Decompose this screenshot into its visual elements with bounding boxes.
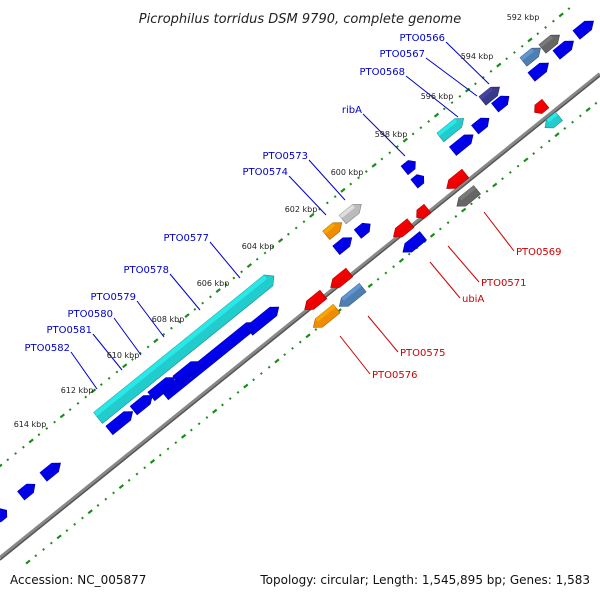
gene-label-pto0578: PTO0578 bbox=[124, 265, 169, 276]
leader-riba bbox=[362, 113, 406, 157]
gene-features bbox=[0, 20, 594, 523]
scale-label-612-kbp: 612 kbp bbox=[61, 386, 94, 395]
scale-line-outer bbox=[25, 101, 598, 565]
gene-labels: PTO0566 PTO0567 PTO0568 ribA PTO0573 PTO0574 P… bbox=[25, 33, 562, 381]
scale-label-610-kbp: 610 kbp bbox=[107, 351, 140, 360]
gene-label-pto0576: PTO0576 bbox=[372, 370, 417, 381]
gene-label-pto0580: PTO0580 bbox=[68, 309, 113, 320]
leader-pto0577 bbox=[209, 241, 241, 279]
gene-arrow-33 bbox=[330, 267, 354, 288]
gene-label-riba: ribA bbox=[342, 105, 362, 116]
gene-arrow-27 bbox=[544, 111, 563, 129]
gene-label-pto0582: PTO0582 bbox=[25, 343, 70, 354]
scale-label-592-kbp: 592 kbp bbox=[507, 13, 540, 22]
gene-arrow-10 bbox=[400, 160, 416, 176]
leader-pto0569 bbox=[483, 211, 515, 252]
scale-dotted-lines bbox=[0, 7, 598, 565]
gene-label-pto0569: PTO0569 bbox=[516, 247, 561, 258]
gene-arrow-5 bbox=[478, 86, 500, 106]
scale-label-614-kbp: 614 kbp bbox=[14, 420, 47, 429]
gene-arrow-4 bbox=[527, 62, 549, 82]
leader-pto0574 bbox=[288, 175, 327, 216]
leader-pto0567 bbox=[425, 57, 478, 97]
gene-arrow-3 bbox=[552, 40, 574, 60]
gene-label-pto0581: PTO0581 bbox=[47, 325, 92, 336]
gene-arrow-21 bbox=[129, 395, 153, 416]
gene-arrow-13 bbox=[322, 222, 343, 240]
gene-arrow-8 bbox=[436, 118, 465, 143]
gene-arrow-16 bbox=[93, 274, 275, 424]
gene-arrow-9 bbox=[449, 134, 474, 156]
gene-label-pto0567: PTO0567 bbox=[380, 49, 425, 60]
gene-arrow-32 bbox=[402, 231, 427, 253]
gene-label-pto0575: PTO0575 bbox=[400, 348, 445, 359]
gene-label-pto0571: PTO0571 bbox=[481, 278, 526, 289]
leader-pto0576 bbox=[339, 335, 371, 375]
leader-pto0568 bbox=[405, 75, 459, 118]
leader-pto0575 bbox=[367, 315, 399, 353]
scale-labels: 592 kbp 594 kbp 596 kbp 598 kbp 600 kbp 602 k… bbox=[14, 13, 540, 429]
leader-pto0579 bbox=[136, 300, 165, 338]
gene-arrow-7 bbox=[471, 117, 490, 135]
genome-summary-text: Topology: circular; Length: 1,545,895 bp… bbox=[260, 573, 590, 587]
gene-arrow-12 bbox=[338, 204, 362, 225]
gene-arrow-11 bbox=[410, 174, 425, 189]
leader-pto0581 bbox=[92, 333, 123, 371]
scale-label-594-kbp: 594 kbp bbox=[461, 52, 494, 61]
gene-arrow-23 bbox=[39, 462, 61, 482]
gene-arrow-22 bbox=[105, 411, 134, 436]
scale-label-602-kbp: 602 kbp bbox=[285, 205, 318, 214]
scale-label-596-kbp: 596 kbp bbox=[421, 92, 454, 101]
gene-label-pto0574: PTO0574 bbox=[243, 167, 288, 178]
gene-arrow-29 bbox=[456, 185, 481, 207]
scale-line-inner bbox=[0, 7, 571, 468]
gene-label-pto0577: PTO0577 bbox=[164, 233, 209, 244]
gene-arrow-31 bbox=[393, 218, 415, 238]
gene-arrow-34 bbox=[304, 289, 328, 310]
scale-label-608-kbp: 608 kbp bbox=[152, 315, 185, 324]
gene-label-pto0573: PTO0573 bbox=[263, 151, 308, 162]
gene-label-pto0579: PTO0579 bbox=[91, 292, 136, 303]
gene-arrow-26 bbox=[534, 98, 550, 114]
gene-arrow-30 bbox=[416, 203, 432, 219]
gene-arrow-6 bbox=[491, 95, 510, 113]
gene-arrow-1 bbox=[538, 34, 560, 54]
leader-pto0580 bbox=[113, 317, 142, 356]
map-title: Picrophilus torridus DSM 9790, complete … bbox=[139, 12, 461, 27]
gene-arrow-36 bbox=[312, 303, 341, 328]
leader-pto0566 bbox=[445, 41, 490, 85]
gene-arrow-2 bbox=[519, 47, 541, 67]
gene-arrow-0 bbox=[572, 20, 594, 40]
leader-pto0582 bbox=[70, 351, 98, 390]
leader-pto0578 bbox=[169, 273, 201, 311]
gene-arrow-35 bbox=[338, 282, 367, 307]
accession-text: Accession: NC_005877 bbox=[10, 573, 147, 587]
gene-arrow-25 bbox=[0, 508, 8, 523]
genome-backbone bbox=[0, 72, 600, 561]
leader-pto0573 bbox=[308, 159, 346, 201]
scale-label-606-kbp: 606 kbp bbox=[197, 279, 230, 288]
scale-label-598-kbp: 598 kbp bbox=[375, 130, 408, 139]
gene-arrow-14 bbox=[353, 222, 371, 239]
gene-label-ubia: ubiA bbox=[462, 294, 484, 305]
leader-pto0571 bbox=[447, 245, 480, 283]
scale-label-600-kbp: 600 kbp bbox=[331, 168, 364, 177]
gene-label-pto0566: PTO0566 bbox=[400, 33, 445, 44]
gene-arrow-20 bbox=[147, 377, 176, 402]
leader-ubia bbox=[429, 261, 461, 299]
gene-arrow-19 bbox=[172, 361, 201, 386]
gene-label-pto0568: PTO0568 bbox=[360, 67, 405, 78]
gene-arrow-24 bbox=[17, 483, 36, 501]
label-leader-lines bbox=[70, 41, 515, 390]
gene-arrow-18 bbox=[245, 306, 280, 336]
gene-arrow-28 bbox=[446, 168, 470, 189]
gene-arrow-15 bbox=[332, 237, 353, 255]
scale-label-604-kbp: 604 kbp bbox=[242, 242, 275, 251]
